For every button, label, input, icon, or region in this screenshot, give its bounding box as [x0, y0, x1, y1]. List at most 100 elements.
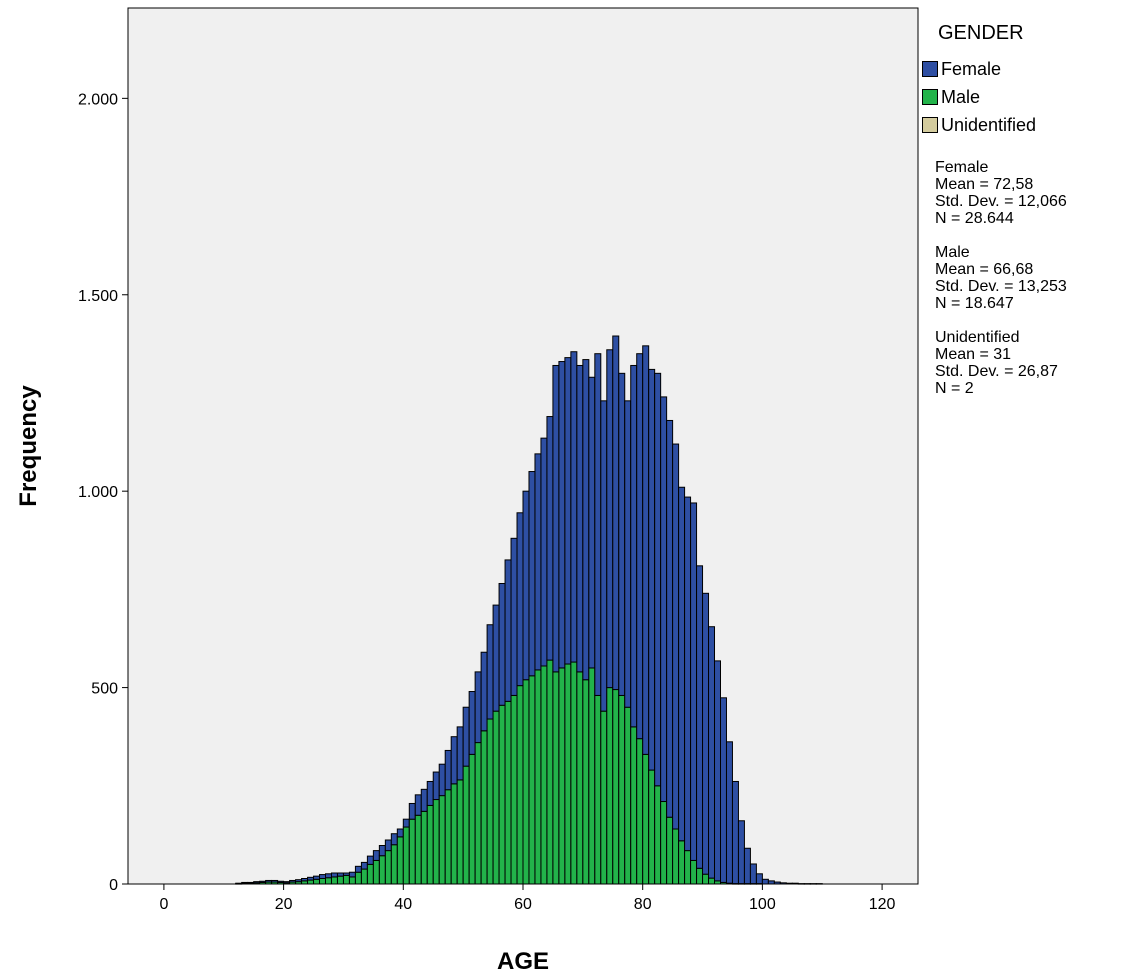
- bar-male-age-88: [690, 859, 698, 885]
- unidentified-swatch: [922, 117, 938, 133]
- bar-female-age-31: [348, 871, 356, 878]
- bar-female-age-38: [390, 833, 398, 846]
- bar-female-age-23: [301, 878, 309, 882]
- legend-item-female: Female: [922, 55, 1117, 83]
- bar-female-age-57: [504, 559, 512, 702]
- bar-male-age-86: [678, 840, 686, 885]
- bar-male-age-74: [606, 687, 614, 885]
- bar-male-age-81: [648, 769, 656, 885]
- bar-male-age-70: [582, 679, 590, 885]
- bar-female-age-37: [384, 839, 392, 852]
- bar-male-age-26: [319, 878, 326, 885]
- bar-male-age-56: [498, 704, 506, 885]
- bar-female-age-17: [265, 879, 273, 883]
- bar-male-age-87: [684, 850, 692, 885]
- bar-male-age-65: [552, 671, 560, 885]
- bar-male-age-73: [600, 710, 608, 885]
- bar-male-age-55: [492, 710, 500, 885]
- bar-female-age-78: [630, 364, 638, 728]
- stats-sd: Std. Dev. = 13,253: [935, 278, 1067, 295]
- bar-female-age-62: [534, 453, 542, 671]
- bar-male-age-68: [570, 661, 578, 885]
- legend-label-female: Female: [941, 58, 1002, 79]
- bar-female-age-55: [492, 604, 500, 712]
- bar-male-age-30: [342, 874, 350, 885]
- bar-female-age-44: [426, 780, 434, 806]
- y-tick-label: 1.000: [78, 484, 118, 501]
- bar-female-age-20: [283, 881, 291, 884]
- bar-male-age-72: [594, 694, 602, 885]
- bar-female-age-72: [594, 353, 602, 696]
- stats-sd: Std. Dev. = 26,87: [935, 363, 1058, 380]
- male-swatch: [922, 89, 938, 105]
- bar-female-age-58: [510, 537, 518, 696]
- bar-female-age-89: [696, 565, 704, 869]
- bar-female-age-14: [247, 881, 255, 884]
- x-tick-label: 100: [749, 896, 776, 913]
- stats-sd: Std. Dev. = 12,066: [935, 193, 1067, 210]
- bar-female-age-70: [582, 359, 590, 681]
- stats-mean: Mean = 31: [935, 346, 1012, 363]
- bar-male-age-85: [672, 828, 680, 885]
- bar-male-age-60: [522, 679, 530, 885]
- bar-male-age-58: [510, 694, 518, 885]
- bar-male-age-37: [384, 850, 392, 885]
- stats-panel: Female Mean = 72,58 Std. Dev. = 12,066 N…: [935, 159, 1117, 397]
- bar-male-age-66: [558, 667, 566, 885]
- bar-male-age-36: [378, 855, 386, 885]
- bar-female-age-80: [642, 345, 650, 755]
- stats-n: N = 2: [935, 380, 974, 397]
- bar-female-age-100: [761, 878, 769, 885]
- bar-female-age-15: [253, 881, 261, 884]
- x-tick-label: 60: [514, 896, 532, 913]
- bar-female-age-95: [731, 780, 739, 885]
- x-tick-label: 40: [394, 896, 412, 913]
- bar-female-age-47: [444, 749, 452, 791]
- bar-female-age-88: [690, 502, 698, 861]
- bar-male-age-57: [504, 700, 512, 885]
- bar-male-age-77: [624, 706, 632, 885]
- bar-female-age-65: [552, 364, 560, 673]
- bar-female-age-26: [319, 874, 326, 880]
- bar-male-age-42: [414, 814, 422, 885]
- bar-female-age-99: [755, 873, 763, 885]
- bar-female-age-93: [720, 697, 727, 883]
- bar-female-age-97: [743, 847, 751, 885]
- x-tick-label: 20: [275, 896, 293, 913]
- bar-male-age-75: [612, 689, 620, 885]
- bar-male-age-89: [696, 867, 704, 885]
- bar-female-age-16: [259, 880, 267, 883]
- bar-female-age-74: [606, 349, 614, 689]
- bar-male-age-34: [366, 863, 374, 885]
- bar-female-age-45: [432, 771, 440, 801]
- legend-item-male: Male: [922, 83, 1117, 111]
- bar-female-age-13: [241, 881, 249, 884]
- bar-female-age-71: [588, 376, 596, 669]
- bar-male-age-40: [402, 826, 410, 885]
- bar-male-age-47: [444, 789, 452, 885]
- bar-male-age-31: [348, 876, 356, 885]
- bar-female-age-39: [396, 828, 404, 838]
- x-tick-label: 0: [159, 896, 168, 913]
- bar-male-age-53: [480, 730, 488, 885]
- bar-female-age-32: [354, 865, 362, 873]
- bar-male-age-27: [325, 877, 332, 885]
- bar-male-age-51: [468, 753, 476, 885]
- bar-female-age-66: [558, 361, 566, 669]
- x-tick-label: 80: [634, 896, 652, 913]
- x-tick-label: 120: [869, 896, 896, 913]
- bar-male-age-24: [307, 879, 315, 885]
- bar-male-age-67: [564, 663, 572, 885]
- stats-group-label: Female: [935, 159, 989, 176]
- stats-unidentified: Unidentified Mean = 31 Std. Dev. = 26,87…: [935, 329, 1117, 397]
- bar-male-age-39: [396, 836, 404, 885]
- bar-female-age-35: [372, 850, 380, 861]
- bar-female-age-59: [516, 512, 524, 687]
- bar-female-age-36: [378, 845, 386, 857]
- bar-male-age-82: [654, 785, 662, 885]
- bar-female-age-73: [600, 400, 608, 712]
- bar-female-age-63: [540, 437, 548, 667]
- bar-female-age-87: [684, 496, 692, 852]
- legend-title: GENDER: [938, 22, 1024, 44]
- bar-male-age-84: [666, 816, 674, 885]
